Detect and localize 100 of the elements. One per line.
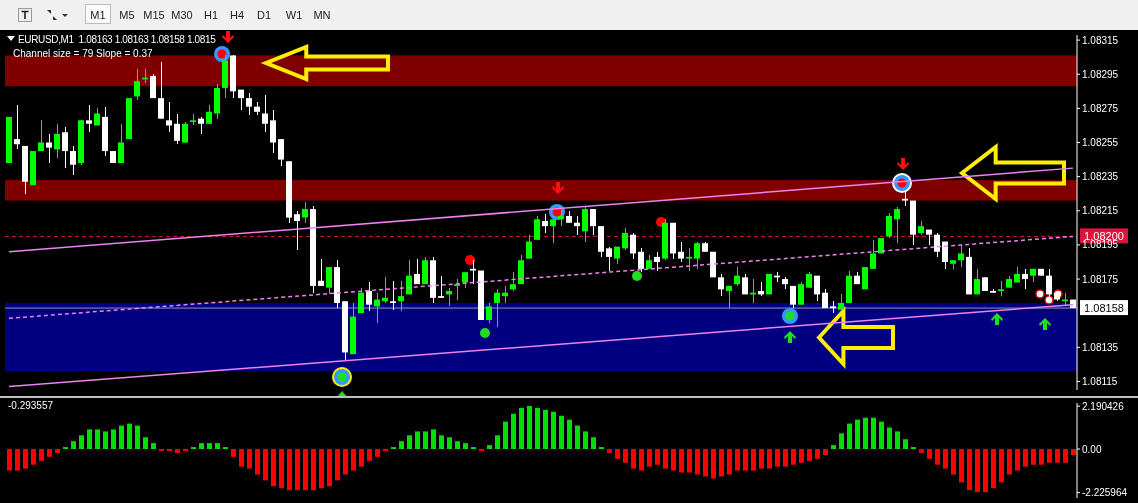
y-tick-label: 1.08235 [1082, 171, 1119, 183]
candlestick [70, 145, 76, 176]
candlestick [166, 101, 172, 133]
bar [527, 405, 532, 450]
candlestick [510, 271, 516, 292]
y-tick-label: 1.08135 [1082, 341, 1119, 353]
bar [783, 449, 788, 467]
bar [231, 449, 236, 457]
bar [423, 431, 428, 450]
ref-line-label: 1.08158 [1084, 302, 1124, 315]
bar [351, 449, 356, 471]
bar [831, 445, 836, 450]
bar [151, 443, 156, 450]
bar [983, 449, 988, 493]
candlestick [590, 208, 596, 236]
bar [375, 449, 380, 457]
bar [775, 449, 780, 467]
bar [671, 449, 676, 471]
candlestick [118, 123, 124, 164]
candlestick [318, 258, 324, 287]
bar [303, 449, 308, 491]
candlestick [46, 133, 52, 164]
bar [567, 419, 572, 450]
bar [895, 431, 900, 450]
bar [879, 421, 884, 450]
text: MN [312, 8, 332, 23]
text: D1 [255, 8, 273, 23]
bar [655, 449, 660, 465]
bar [79, 435, 84, 450]
bar [215, 443, 220, 450]
bar [415, 431, 420, 450]
bar [839, 433, 844, 450]
bar [1047, 449, 1052, 463]
y-tick-label: 1.08215 [1082, 205, 1119, 217]
candlestick [1022, 268, 1028, 290]
bar [519, 407, 524, 450]
bar [1055, 449, 1060, 463]
bar [999, 449, 1004, 483]
bar [279, 449, 284, 489]
candlestick [366, 281, 372, 312]
bar [463, 443, 468, 450]
chart-title: -0.293557 [8, 400, 54, 411]
bar [95, 429, 100, 450]
text: M15 [142, 8, 166, 23]
bar [711, 449, 716, 479]
text: Channel size = 79 Slope = 0.37 [13, 48, 153, 59]
candlestick [438, 275, 444, 299]
bar [271, 449, 276, 487]
bar [847, 423, 852, 450]
bar [1063, 449, 1068, 463]
bar [1015, 449, 1020, 471]
bar [951, 449, 956, 475]
bar [607, 449, 612, 453]
candlestick [718, 273, 724, 297]
candlestick [686, 247, 692, 272]
bar [551, 411, 556, 450]
candlestick [278, 138, 284, 167]
bar [631, 449, 636, 469]
bar [87, 429, 92, 450]
bar [503, 421, 508, 450]
candlestick [798, 281, 804, 306]
text: W1 [284, 8, 304, 23]
bar [23, 449, 28, 469]
candlestick [182, 121, 188, 144]
bar [959, 449, 964, 483]
bar [799, 449, 804, 463]
bar [623, 449, 628, 463]
bar [511, 413, 516, 450]
bar [727, 449, 732, 475]
bar [119, 425, 124, 450]
candlestick [494, 288, 500, 328]
candlestick [62, 126, 68, 169]
bar [295, 449, 300, 491]
candlestick [262, 94, 268, 133]
bar [1031, 449, 1036, 465]
bar [823, 449, 828, 455]
bar [615, 449, 620, 459]
candlestick [622, 227, 628, 251]
bar [495, 435, 500, 450]
candlestick [134, 68, 140, 101]
bar [439, 435, 444, 450]
candlestick [270, 109, 276, 154]
bar [687, 449, 692, 473]
bar [55, 449, 60, 453]
bar [207, 443, 212, 450]
text: M5 [118, 8, 136, 23]
candlestick [38, 119, 44, 152]
bar [239, 449, 244, 467]
candlestick [654, 251, 660, 272]
candlestick [174, 113, 180, 145]
bar [47, 449, 52, 457]
text: M30 [170, 8, 194, 23]
y-tick-label: 0.00 [1082, 443, 1102, 455]
bar [71, 441, 76, 450]
y-tick-label: 1.08315 [1082, 34, 1119, 46]
bar [255, 449, 260, 475]
bar [31, 449, 36, 465]
bar [703, 449, 708, 477]
bar [863, 417, 868, 450]
candlestick [358, 287, 364, 314]
